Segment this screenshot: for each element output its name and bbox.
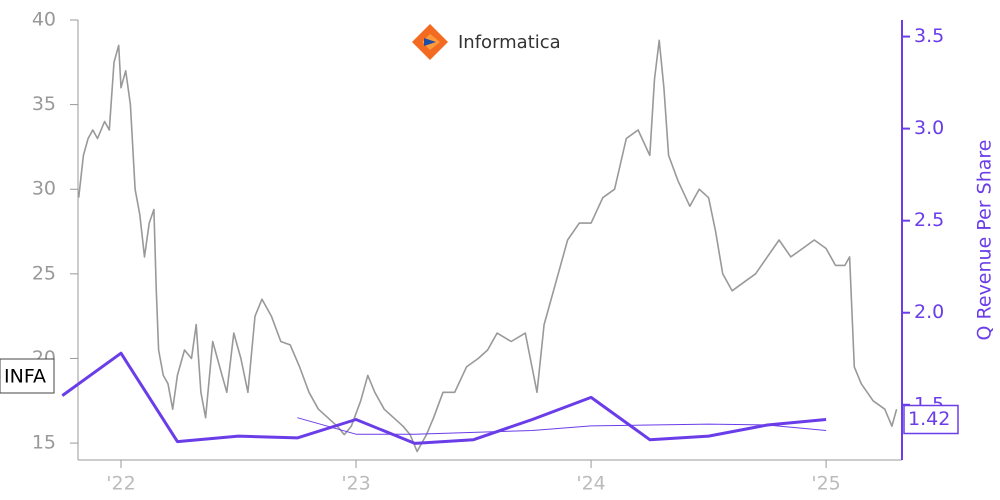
- series-label: INFA: [4, 366, 46, 388]
- y-tick-label: 15: [32, 432, 56, 454]
- y2-axis-label: Q Revenue Per Share: [974, 140, 996, 341]
- logo-text: Informatica: [458, 32, 561, 53]
- series-line: [61, 351, 827, 445]
- y2-tick-label: 3.5: [914, 25, 944, 47]
- y-tick-label: 30: [32, 178, 56, 200]
- y2-tick-label: 3.0: [914, 117, 944, 139]
- series-line: [77, 39, 898, 453]
- value-label: 1.42: [908, 408, 950, 430]
- series-line: [297, 417, 827, 435]
- x-tick-label: '24: [576, 473, 605, 495]
- logo: Informatica: [412, 24, 561, 60]
- y-tick-label: 40: [32, 9, 56, 31]
- y-tick-label: 25: [32, 262, 56, 284]
- value-label-box: [903, 404, 959, 435]
- y2-tick-label: 2.5: [914, 209, 944, 231]
- y2-tick-label: 2.0: [914, 301, 944, 323]
- x-tick-label: '25: [811, 473, 840, 495]
- logo-icon: [424, 38, 436, 46]
- series-label-box: [0, 358, 55, 394]
- y-tick-label: 35: [32, 93, 56, 115]
- x-tick-label: '23: [341, 473, 370, 495]
- x-tick-label: '22: [106, 473, 135, 495]
